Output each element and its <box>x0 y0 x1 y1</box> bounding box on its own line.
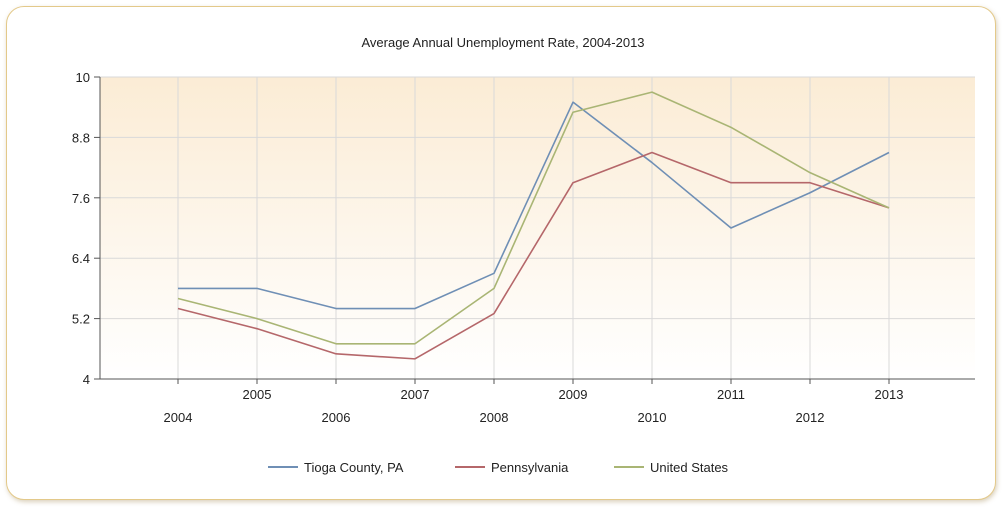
axes: 4 5.2 6.4 7.6 8.8 10 2004 2005 2006 2007 2008 2009 2… <box>72 70 975 425</box>
y-tick-label: 6.4 <box>72 251 90 266</box>
legend: Tioga County, PA Pennsylvania United State… <box>268 460 729 475</box>
y-tick-label: 10 <box>76 70 90 85</box>
plot-area <box>100 77 975 379</box>
legend-label: Pennsylvania <box>491 460 569 475</box>
x-tick-label: 2004 <box>164 410 193 425</box>
y-tick-label: 4 <box>83 372 90 387</box>
series-line <box>178 101 890 310</box>
x-tick-label: 2013 <box>875 387 904 402</box>
legend-label: Tioga County, PA <box>304 460 404 475</box>
x-tick-label: 2009 <box>559 387 588 402</box>
x-tick-label: 2010 <box>638 410 667 425</box>
series-lines <box>177 91 890 360</box>
x-tick-label: 2007 <box>401 387 430 402</box>
series-line <box>177 91 890 345</box>
chart-title: Average Annual Unemployment Rate, 2004-2… <box>361 35 644 50</box>
y-tick-label: 8.8 <box>72 130 90 145</box>
y-tick-label: 7.6 <box>72 191 90 206</box>
series-line <box>177 151 890 360</box>
legend-label: United States <box>650 460 729 475</box>
x-tick-label: 2008 <box>480 410 509 425</box>
x-tick-label: 2005 <box>243 387 272 402</box>
x-tick-label: 2012 <box>796 410 825 425</box>
x-tick-label: 2011 <box>717 387 745 402</box>
x-tick-label: 2006 <box>322 410 351 425</box>
y-tick-label: 5.2 <box>72 312 90 327</box>
